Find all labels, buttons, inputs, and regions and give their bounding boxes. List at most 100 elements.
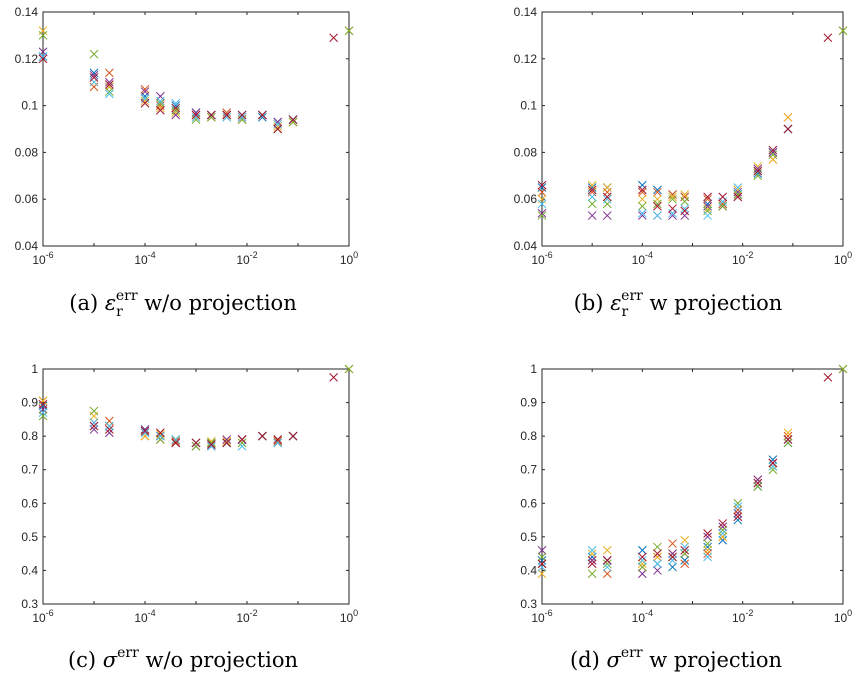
data-point-c-s2 bbox=[171, 436, 181, 446]
data-point-b-s7 bbox=[637, 185, 647, 195]
data-point-d-s5 bbox=[653, 542, 662, 552]
data-point-d-s5 bbox=[587, 569, 597, 579]
y-tick-label: 0.14 bbox=[514, 5, 538, 19]
data-point-b-s7 bbox=[703, 192, 712, 202]
y-tick-label: 1 bbox=[31, 362, 38, 376]
data-point-d-s7 bbox=[680, 545, 690, 555]
data-point-d-s4 bbox=[668, 549, 677, 558]
y-tick-label: 0.4 bbox=[520, 563, 537, 577]
data-point-c-s6 bbox=[38, 408, 48, 417]
data-point-d-s5 bbox=[783, 438, 793, 448]
data-point-a-s7 bbox=[171, 103, 181, 113]
data-point-c-s5 bbox=[206, 438, 216, 448]
data-point-b-s4 bbox=[587, 211, 597, 220]
data-point-d-s3 bbox=[680, 535, 690, 545]
data-point-d-s2 bbox=[703, 549, 712, 558]
data-point-d-s1 bbox=[703, 542, 712, 552]
data-point-d-s7 bbox=[637, 552, 647, 562]
data-point-d-s1 bbox=[768, 455, 778, 464]
data-point-d-s2 bbox=[668, 539, 677, 548]
y-tick-label: 0.04 bbox=[514, 239, 538, 253]
data-point-d-s3 bbox=[587, 549, 597, 558]
data-point-d-s7 bbox=[733, 512, 743, 522]
data-point-d-s1 bbox=[680, 556, 690, 565]
data-point-a-s6 bbox=[89, 77, 99, 87]
data-point-d-s2 bbox=[602, 569, 612, 579]
data-point-b-s4 bbox=[768, 148, 778, 157]
data-point-c-extra bbox=[329, 373, 339, 382]
data-point-b-s6 bbox=[537, 199, 547, 209]
y-tick-label: 0.6 bbox=[520, 496, 537, 510]
data-point-b-s5 bbox=[537, 211, 547, 220]
data-point-d-s6 bbox=[653, 559, 662, 569]
data-point-b-s7 bbox=[753, 166, 763, 176]
data-point-a-s7 bbox=[104, 80, 114, 89]
y-tick-label: 0.8 bbox=[520, 429, 537, 443]
plot-area-a bbox=[42, 11, 350, 247]
data-point-b-s5 bbox=[668, 194, 677, 204]
data-point-a-s4 bbox=[104, 77, 114, 87]
data-point-b-s6 bbox=[680, 204, 690, 213]
data-point-b-extra bbox=[823, 33, 833, 43]
data-point-c-s7 bbox=[140, 426, 150, 436]
x-tick-label: 10-4 bbox=[632, 608, 653, 625]
data-point-c-s7 bbox=[273, 435, 283, 444]
data-point-d-s5 bbox=[680, 549, 690, 558]
data-point-d-s3 bbox=[718, 532, 728, 542]
data-point-c-s7 bbox=[222, 438, 232, 448]
data-point-a-s7 bbox=[257, 110, 267, 120]
data-point-c-s4 bbox=[140, 425, 150, 434]
data-point-a-s4 bbox=[273, 117, 283, 127]
data-point-d-s4 bbox=[733, 509, 743, 518]
data-point-c-s7 bbox=[288, 431, 298, 441]
data-point-b-s3 bbox=[668, 192, 677, 202]
data-point-d-s4 bbox=[718, 522, 728, 532]
data-point-a-s7 bbox=[89, 73, 99, 82]
data-point-b-s3 bbox=[637, 194, 647, 204]
data-point-a-s7 bbox=[140, 98, 150, 108]
data-point-d-s6 bbox=[718, 529, 728, 538]
data-point-d-s4 bbox=[587, 556, 597, 565]
data-point-d-s6 bbox=[733, 502, 743, 511]
data-point-a-s5 bbox=[38, 31, 48, 40]
data-point-b-s7 bbox=[587, 185, 597, 195]
data-point-d-s7 bbox=[768, 458, 778, 468]
data-point-d-s5 bbox=[718, 525, 728, 535]
data-point-a-s1 bbox=[257, 112, 267, 122]
data-point-b-s5 bbox=[587, 199, 597, 209]
data-point-c-s6 bbox=[104, 421, 114, 431]
data-point-c-s7 bbox=[206, 440, 216, 449]
y-tick-label: 0.5 bbox=[520, 530, 537, 544]
y-tick-label: 0.5 bbox=[21, 530, 38, 544]
y-tick-label: 0.12 bbox=[15, 52, 39, 66]
x-tick-label: 10-4 bbox=[134, 608, 155, 625]
data-point-d-s1 bbox=[718, 535, 728, 545]
y-tick-label: 0.8 bbox=[21, 429, 38, 443]
data-point-c-s6 bbox=[171, 435, 181, 444]
data-point-b-s3 bbox=[703, 204, 712, 213]
data-point-a-s6 bbox=[155, 96, 165, 106]
caption-d: (d) σerr w projection bbox=[570, 645, 782, 672]
x-tick-label: 10-4 bbox=[134, 250, 155, 267]
x-tick-label: 100 bbox=[834, 608, 852, 625]
data-point-b-s1 bbox=[637, 180, 647, 190]
data-point-d-s2 bbox=[733, 505, 743, 515]
y-tick-label: 0.04 bbox=[15, 239, 39, 253]
y-tick-label: 0.3 bbox=[520, 597, 537, 611]
data-point-d-s6 bbox=[668, 556, 677, 565]
data-point-a-s6 bbox=[237, 112, 247, 122]
data-point-b-s2 bbox=[718, 199, 728, 209]
data-point-b-s7 bbox=[733, 192, 743, 202]
data-point-c-extra bbox=[344, 364, 354, 374]
data-point-c-s7 bbox=[191, 438, 201, 448]
y-tick-label: 0.06 bbox=[514, 192, 538, 206]
data-point-b-s5 bbox=[680, 197, 690, 206]
data-point-a-s3 bbox=[140, 96, 150, 106]
plot-area-b bbox=[541, 11, 844, 247]
data-point-b-s6 bbox=[733, 183, 743, 192]
data-point-d-s6 bbox=[587, 545, 597, 555]
x-tick-label: 100 bbox=[340, 608, 358, 625]
data-point-a-s2 bbox=[140, 84, 150, 94]
data-point-c-s6 bbox=[140, 428, 150, 438]
y-tick-label: 0.7 bbox=[21, 463, 38, 477]
